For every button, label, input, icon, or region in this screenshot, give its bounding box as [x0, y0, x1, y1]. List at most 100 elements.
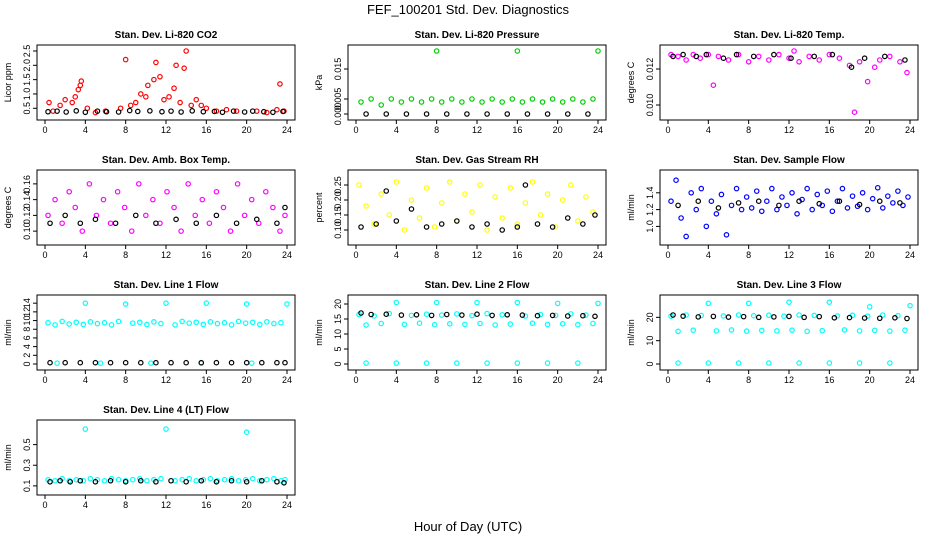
data-point	[489, 96, 495, 102]
y-tick-label: 0.5	[22, 102, 32, 115]
data-point	[459, 99, 465, 105]
chart-title: Stan. Dev. Sample Flow	[733, 155, 845, 166]
data-point	[499, 99, 506, 105]
data-point	[383, 188, 390, 194]
data-point	[153, 59, 159, 66]
y-tick-label: 0.10	[22, 222, 32, 240]
data-point	[438, 200, 445, 206]
data-point	[282, 204, 288, 211]
data-point	[514, 48, 521, 54]
data-point	[861, 315, 868, 321]
data-point	[277, 228, 283, 234]
plot-frame	[347, 294, 607, 371]
data-point	[127, 102, 134, 109]
data-point	[710, 313, 717, 320]
data-point	[829, 51, 836, 58]
data-point	[866, 304, 873, 310]
data-point	[72, 94, 79, 100]
y-tick-label: 1.5	[22, 73, 32, 86]
data-point	[73, 108, 80, 114]
data-point	[423, 185, 430, 191]
data-point	[178, 228, 184, 234]
y-tick-label: 10	[22, 316, 32, 326]
data-point	[864, 206, 871, 213]
chart-panel: Stan. Dev. Amb. Box Temp. degrees C 0 4 8 12 1…	[3, 155, 296, 260]
data-point	[408, 197, 415, 203]
data-point	[733, 185, 740, 192]
series-black	[47, 359, 288, 366]
data-point	[77, 477, 84, 484]
figure-xlabel: Hour of Day (UTC)	[414, 519, 522, 534]
data-point	[474, 311, 480, 318]
data-point	[158, 475, 164, 482]
data-point	[905, 194, 911, 200]
data-point	[549, 96, 556, 102]
data-point	[264, 476, 270, 483]
x-tick-label: 4	[706, 250, 711, 260]
data-point	[819, 327, 826, 334]
x-tick-label: 16	[512, 125, 522, 135]
data-point	[228, 477, 235, 484]
data-point	[492, 194, 498, 200]
chart-title: Stan. Dev. Line 3 Flow	[737, 280, 842, 291]
chart-title: Stan. Dev. Line 1 Flow	[114, 280, 219, 291]
data-point	[233, 108, 240, 114]
data-point	[748, 205, 755, 211]
data-point	[284, 301, 290, 307]
data-point	[583, 312, 589, 318]
data-point	[47, 478, 53, 485]
x-tick-label: 20	[242, 250, 252, 260]
data-point	[108, 322, 115, 328]
data-point	[861, 55, 868, 62]
data-point	[554, 300, 561, 307]
data-point	[179, 318, 185, 325]
data-point	[459, 312, 465, 318]
data-point	[73, 319, 80, 326]
data-point	[186, 320, 192, 326]
data-point	[438, 312, 445, 318]
data-point	[876, 57, 883, 63]
y-tick-label: 1.0	[22, 88, 32, 101]
y-tick-label: 20	[645, 312, 655, 322]
data-point	[186, 475, 192, 482]
data-point	[723, 232, 730, 238]
data-point	[199, 196, 206, 203]
data-point	[193, 220, 200, 227]
y-axis-label: ml/min	[314, 319, 324, 346]
plot-frame	[347, 44, 607, 121]
data-point	[137, 359, 144, 366]
data-point	[504, 111, 511, 117]
data-point	[859, 190, 866, 196]
chart-panel: Stan. Dev. Li-820 Pressure kPa 0 4 8 12 16 20 24…	[314, 30, 607, 135]
data-point	[79, 228, 86, 234]
data-point	[887, 360, 893, 366]
data-point	[358, 224, 364, 230]
data-point	[126, 107, 133, 114]
data-point	[97, 360, 104, 366]
data-point	[151, 76, 157, 83]
data-point	[358, 310, 364, 316]
data-point	[469, 312, 475, 319]
data-point	[47, 359, 53, 366]
series-yellow	[356, 179, 596, 233]
data-point	[720, 313, 727, 319]
data-point	[393, 218, 400, 224]
x-tick-label: 0	[42, 500, 47, 510]
data-point	[766, 57, 772, 63]
data-point	[902, 57, 908, 63]
data-point	[592, 313, 598, 320]
data-point	[559, 320, 566, 327]
data-point	[147, 108, 153, 114]
x-tick-label: 12	[472, 125, 482, 135]
x-tick-label: 0	[665, 375, 670, 385]
x-tick-label: 20	[865, 250, 875, 260]
chart-title: Stan. Dev. Li-820 Pressure	[415, 30, 540, 41]
y-tick-label: 0.10	[333, 221, 343, 239]
data-point	[693, 206, 700, 213]
data-point	[499, 311, 506, 318]
data-point	[874, 184, 881, 191]
data-point	[580, 99, 586, 105]
x-tick-label: 4	[83, 125, 88, 135]
y-axis-label: degrees C	[626, 61, 636, 103]
